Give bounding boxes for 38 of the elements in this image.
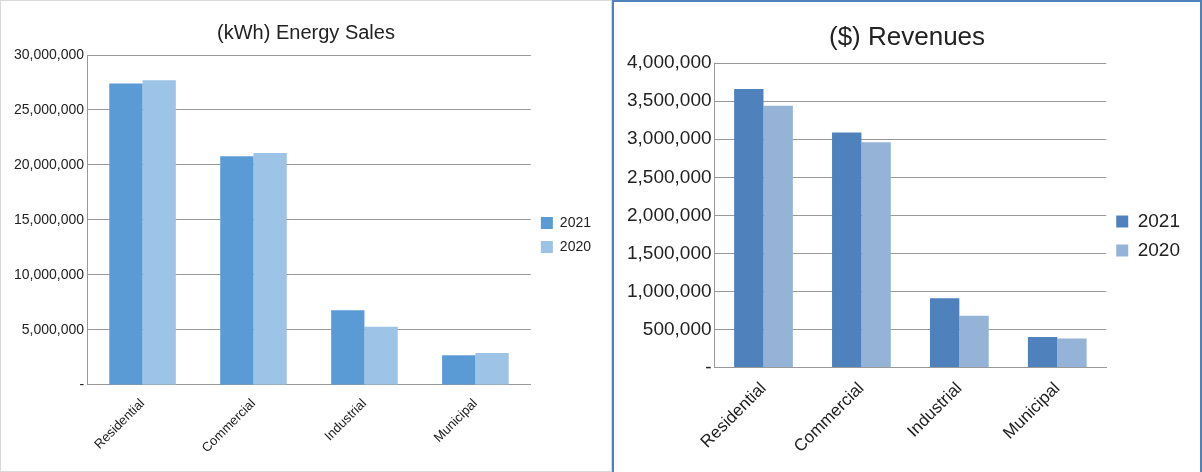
- legend-label: 2021: [559, 213, 592, 230]
- y-tick-label: 10,000,000: [13, 265, 85, 282]
- bar: [832, 132, 862, 367]
- y-tick-label: 4,000,000: [626, 51, 712, 73]
- y-tick-label: -: [79, 375, 85, 392]
- y-tick-label: 3,500,000: [626, 89, 712, 111]
- y-tick-label: 2,500,000: [626, 165, 712, 187]
- bar: [142, 80, 176, 385]
- bar: [734, 89, 764, 367]
- y-tick-label: 1,500,000: [626, 241, 712, 263]
- y-tick-label: 1,000,000: [626, 279, 712, 301]
- chart-title: ($) Revenues: [828, 20, 986, 51]
- legend-label: 2021: [1137, 209, 1181, 231]
- bar: [475, 353, 509, 385]
- y-tick-label: 20,000,000: [13, 155, 85, 172]
- bar: [763, 105, 793, 367]
- bar: [331, 310, 365, 385]
- y-tick-label: 25,000,000: [13, 100, 85, 117]
- chart-title: (kWh) Energy Sales: [217, 20, 395, 43]
- bar: [861, 142, 891, 367]
- y-tick-label: 2,000,000: [626, 203, 712, 225]
- y-tick-label: 15,000,000: [13, 210, 85, 227]
- bar: [1027, 337, 1058, 367]
- bar: [253, 152, 287, 385]
- y-tick-label: 30,000,000: [13, 45, 85, 62]
- legend-label: 2020: [559, 237, 592, 254]
- y-tick-label: 3,000,000: [626, 127, 712, 149]
- y-tick-label: -: [705, 355, 712, 377]
- bar: [109, 83, 143, 385]
- bar: [442, 355, 476, 385]
- bar: [1057, 338, 1087, 367]
- bar: [959, 315, 989, 367]
- y-tick-label: 500,000: [642, 317, 712, 339]
- bar: [929, 298, 960, 367]
- legend-label: 2020: [1137, 238, 1181, 260]
- bar: [220, 156, 254, 385]
- bar: [364, 326, 398, 385]
- y-tick-label: 5,000,000: [21, 320, 85, 337]
